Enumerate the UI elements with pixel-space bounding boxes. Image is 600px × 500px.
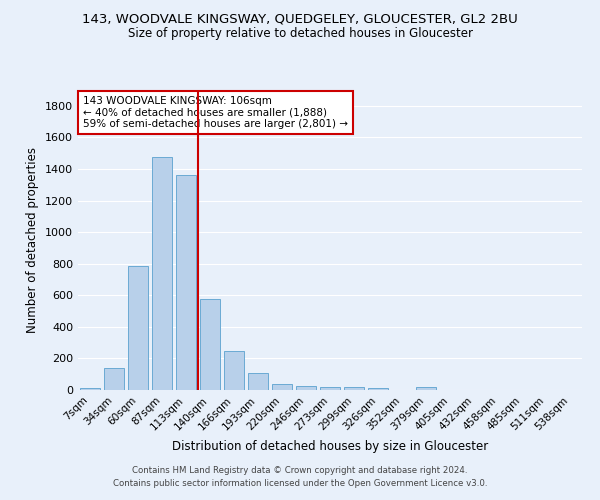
Bar <box>80 388 100 390</box>
Text: Size of property relative to detached houses in Gloucester: Size of property relative to detached ho… <box>128 28 473 40</box>
Bar <box>248 372 268 390</box>
Y-axis label: Number of detached properties: Number of detached properties <box>26 147 40 333</box>
Bar <box>152 158 172 390</box>
Bar <box>200 300 220 390</box>
Bar <box>416 387 436 390</box>
Text: Contains HM Land Registry data © Crown copyright and database right 2024.
Contai: Contains HM Land Registry data © Crown c… <box>113 466 487 487</box>
Bar <box>224 351 244 390</box>
Bar <box>296 386 316 390</box>
Bar <box>176 175 196 390</box>
Bar <box>104 368 124 390</box>
Bar <box>344 388 364 390</box>
Bar <box>128 266 148 390</box>
Bar <box>320 387 340 390</box>
Bar <box>272 384 292 390</box>
X-axis label: Distribution of detached houses by size in Gloucester: Distribution of detached houses by size … <box>172 440 488 453</box>
Bar <box>368 388 388 390</box>
Text: 143, WOODVALE KINGSWAY, QUEDGELEY, GLOUCESTER, GL2 2BU: 143, WOODVALE KINGSWAY, QUEDGELEY, GLOUC… <box>82 12 518 26</box>
Text: 143 WOODVALE KINGSWAY: 106sqm
← 40% of detached houses are smaller (1,888)
59% o: 143 WOODVALE KINGSWAY: 106sqm ← 40% of d… <box>83 96 348 129</box>
